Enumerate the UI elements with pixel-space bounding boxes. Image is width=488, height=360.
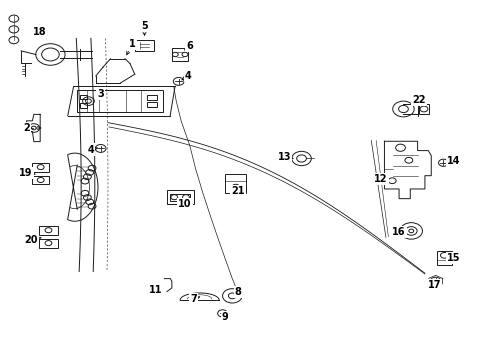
Text: 21: 21 [231,186,244,197]
Text: 7: 7 [189,294,196,304]
Text: 16: 16 [391,227,405,237]
Bar [39,226,58,235]
Text: 15: 15 [447,253,460,263]
Bar [170,194,189,201]
Text: 20: 20 [24,235,38,245]
Text: 11: 11 [149,285,162,295]
Bar [32,176,49,184]
Bar [39,239,58,248]
Text: 5: 5 [141,21,147,31]
Text: 13: 13 [277,152,291,162]
Bar [32,163,49,172]
Text: 1: 1 [129,39,136,49]
Text: 10: 10 [178,199,191,210]
Text: 2: 2 [23,123,30,133]
Bar [436,251,451,265]
Text: 14: 14 [447,156,460,166]
Text: 4: 4 [184,71,191,81]
Text: 22: 22 [411,95,425,105]
Bar [80,95,87,99]
Bar [135,40,154,51]
Text: 17: 17 [427,280,441,290]
Text: 8: 8 [234,287,241,297]
Bar [172,48,187,61]
Bar [147,102,157,107]
Text: 19: 19 [19,168,33,178]
Bar [80,103,87,108]
Text: 18: 18 [33,27,46,37]
Bar [225,174,245,193]
Bar [418,104,428,114]
Text: 6: 6 [186,41,193,50]
Text: 9: 9 [221,312,228,322]
Bar [77,90,163,112]
Bar [147,95,157,100]
Text: 3: 3 [97,89,104,99]
Bar [166,190,193,204]
Text: 12: 12 [373,174,387,184]
Text: 4: 4 [87,144,94,154]
